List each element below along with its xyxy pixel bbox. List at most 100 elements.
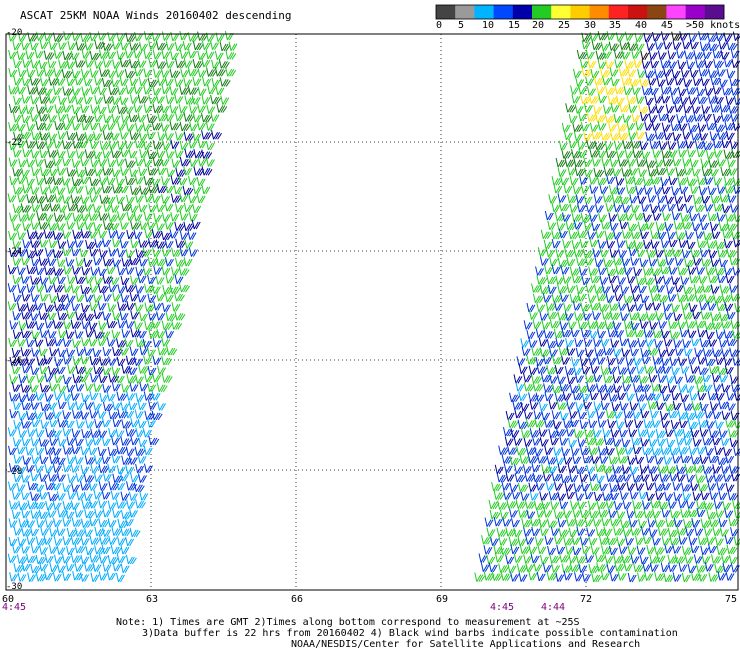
time-label-right-a: 4:45	[490, 602, 514, 613]
wind-barb	[81, 211, 90, 222]
wind-barb	[699, 337, 711, 348]
wind-barb	[525, 535, 535, 545]
wind-barb	[685, 383, 695, 394]
wind-barb	[566, 374, 576, 385]
wind-barb	[661, 356, 671, 366]
wind-barb	[174, 94, 184, 104]
wind-barb	[537, 247, 547, 257]
wind-barb	[627, 338, 639, 348]
wind-barb	[640, 472, 650, 482]
wind-barb	[617, 275, 627, 285]
wind-barb	[719, 284, 731, 294]
wind-barb	[538, 337, 548, 347]
wind-barb	[591, 40, 603, 51]
wind-barb	[593, 401, 603, 411]
wind-barb	[686, 59, 696, 70]
wind-barb	[144, 193, 154, 203]
wind-barb	[546, 365, 558, 375]
wind-barb	[579, 508, 591, 519]
wind-barb	[545, 301, 557, 311]
wind-barb	[607, 328, 619, 338]
wind-barb	[18, 320, 28, 330]
wind-barb	[633, 508, 645, 519]
wind-barb	[690, 543, 700, 554]
wind-barb	[715, 31, 725, 42]
wind-barb	[56, 257, 66, 267]
wind-barb	[21, 509, 31, 519]
wind-barb	[563, 184, 573, 194]
wind-barb	[124, 338, 134, 348]
wind-barb	[76, 346, 86, 357]
wind-barb	[8, 67, 18, 78]
wind-barb	[125, 446, 135, 456]
wind-barb	[89, 85, 99, 95]
wind-barb	[706, 120, 717, 131]
wind-barb	[17, 174, 27, 185]
wind-barb	[26, 283, 36, 293]
wind-barb	[723, 266, 733, 276]
wind-barb	[116, 338, 127, 348]
wind-barb	[43, 355, 53, 365]
wind-barb	[694, 526, 704, 536]
wind-barb	[72, 409, 83, 419]
wind-barb	[613, 113, 623, 124]
wind-barb	[594, 347, 606, 357]
wind-barb	[31, 130, 43, 141]
wind-barb	[613, 202, 623, 213]
wind-barb	[698, 185, 708, 195]
wind-barb	[89, 247, 99, 257]
wind-barb	[70, 463, 80, 473]
wind-barb	[554, 211, 566, 222]
wind-barb	[621, 437, 631, 448]
wind-barb	[699, 41, 711, 51]
wind-barb	[728, 464, 740, 474]
wind-barb	[708, 428, 720, 438]
wind-barb	[707, 481, 717, 491]
wind-barb	[597, 328, 607, 339]
wind-barb	[35, 157, 44, 167]
wind-barb	[600, 336, 610, 347]
wind-barb	[106, 570, 116, 581]
wind-barb	[553, 328, 565, 339]
wind-barb	[45, 337, 57, 347]
wind-barb	[97, 31, 107, 41]
wind-barb	[89, 193, 99, 203]
wind-barb	[551, 238, 561, 249]
wind-barb	[637, 194, 647, 204]
wind-barb	[40, 202, 52, 212]
wind-barb	[505, 472, 515, 482]
wind-barb	[551, 383, 563, 394]
wind-barb	[577, 228, 589, 239]
wind-barb	[30, 311, 40, 321]
wind-barb	[690, 131, 702, 141]
wind-barb	[615, 445, 627, 455]
wind-barb	[493, 490, 505, 500]
wind-barb	[599, 391, 609, 401]
wind-barb	[648, 527, 658, 537]
wind-barb	[126, 301, 136, 311]
wind-barb	[481, 535, 492, 545]
wind-barb	[548, 491, 560, 501]
wind-barb	[529, 491, 539, 501]
wind-barb	[613, 554, 625, 564]
wind-barb	[120, 545, 130, 555]
wind-barb	[633, 239, 645, 250]
wind-barb	[174, 148, 184, 159]
wind-barb	[570, 446, 580, 456]
wind-barb	[207, 85, 217, 95]
wind-barb	[708, 41, 720, 52]
wind-barb	[710, 257, 720, 267]
wind-barb	[210, 94, 222, 105]
wind-barb	[583, 400, 593, 410]
wind-barb	[625, 536, 635, 546]
wind-barb	[608, 392, 620, 402]
wind-barb	[44, 445, 56, 455]
wind-barb	[178, 104, 188, 114]
wind-barb	[721, 293, 733, 303]
wind-barb	[135, 463, 145, 474]
wind-barb	[607, 418, 617, 429]
wind-barb	[705, 265, 717, 275]
wind-barb	[629, 401, 639, 411]
wind-barb	[206, 104, 216, 114]
wind-barb	[161, 320, 173, 330]
